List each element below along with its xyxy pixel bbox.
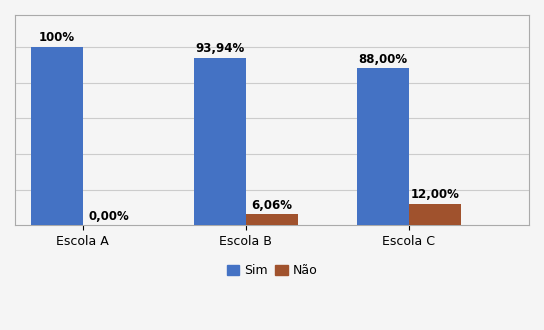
Text: 6,06%: 6,06% bbox=[251, 199, 293, 212]
Text: 0,00%: 0,00% bbox=[89, 210, 129, 222]
Bar bbox=[194, 58, 246, 225]
Text: 100%: 100% bbox=[39, 31, 75, 45]
Bar bbox=[246, 214, 298, 225]
Legend: Sim, Não: Sim, Não bbox=[221, 259, 323, 282]
Bar bbox=[409, 204, 461, 225]
Text: 93,94%: 93,94% bbox=[195, 42, 244, 55]
Bar bbox=[357, 68, 409, 225]
Text: 88,00%: 88,00% bbox=[358, 53, 407, 66]
Text: 12,00%: 12,00% bbox=[411, 188, 460, 201]
Bar bbox=[30, 47, 83, 225]
